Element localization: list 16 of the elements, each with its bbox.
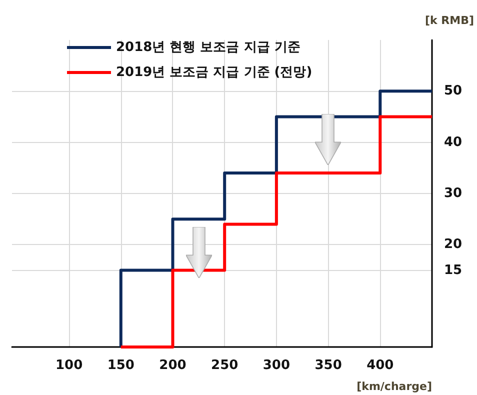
x-tick-label: 400 [366, 358, 394, 373]
x-tick-label: 250 [211, 358, 238, 373]
y-tick-label: 50 [444, 84, 462, 99]
legend-label: 2018년 현행 보조금 지급 기준 [116, 40, 300, 55]
y-tick-label: 40 [444, 134, 462, 150]
x-tick-label: 150 [107, 358, 134, 373]
x-tick-label: 100 [55, 358, 83, 373]
y-tick-label: 30 [444, 186, 462, 201]
y-tick-label: 20 [444, 237, 462, 252]
x-axis-title: [km/charge] [356, 380, 432, 393]
x-tick-label: 350 [314, 358, 342, 373]
x-tick-label: 200 [159, 358, 186, 373]
legend-label: 2019년 보조금 지급 기준 (전망) [116, 65, 312, 80]
y-axis-title: [k RMB] [424, 14, 474, 27]
y-tick-label: 15 [444, 262, 462, 278]
x-tick-label: 300 [262, 358, 290, 373]
